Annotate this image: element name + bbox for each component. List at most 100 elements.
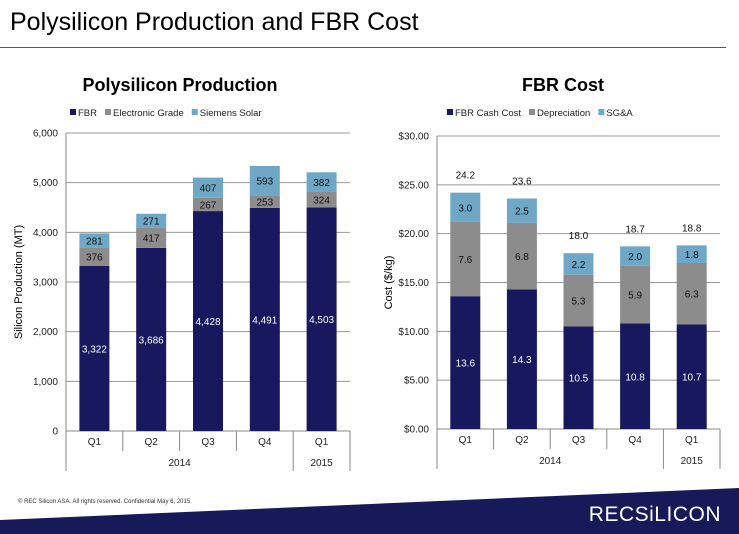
chart2-bar-fbr-cash-cost (506, 289, 537, 429)
chart2-xtick-label: Q3 (572, 435, 586, 446)
chart2-data-label: 10.7 (682, 373, 702, 384)
chart1-bar-electronic-grade (306, 191, 337, 208)
chart2-legend-label: FBR Cash Cost (455, 108, 521, 119)
chart2-ytick-label: $20.00 (398, 229, 429, 240)
chart1-ytick-label: 6,000 (33, 129, 58, 140)
chart1-data-label: 271 (143, 216, 160, 227)
chart1-ytick-label: 3,000 (33, 278, 58, 289)
chart2-data-label: 2.2 (572, 260, 586, 271)
chart2-bar-sg-a (563, 253, 594, 275)
chart1-data-label: 4,491 (252, 315, 277, 326)
chart1-data-label: 3,686 (139, 335, 164, 346)
chart2-bar-sg-a (620, 246, 651, 266)
chart1-ytick-label: 0 (52, 427, 58, 438)
chart1-legend-label: Electronic Grade (113, 108, 184, 119)
chart2-data-label: 5.9 (628, 291, 642, 302)
chart2-data-label: 10.8 (625, 372, 645, 383)
chart2-y-axis-label: Cost ($/kg) (383, 256, 395, 310)
chart2-bar-fbr-cash-cost (450, 296, 481, 429)
chart1-ytick-label: 4,000 (33, 228, 58, 239)
chart1-bar-fbr (193, 211, 223, 431)
chart2-legend-label: SG&A (606, 108, 633, 119)
chart1-xtick-label: Q1 (88, 437, 102, 448)
chart2-bar-fbr-cash-cost (563, 326, 594, 429)
chart2-legend-swatch (529, 109, 535, 115)
chart1-data-label: 253 (256, 198, 273, 209)
chart1-y-axis-label: Silicon Production (MT) (13, 225, 25, 339)
rec-silicon-logo: RECSiLICON (588, 503, 721, 526)
chart2-ytick-label: $25.00 (398, 180, 429, 191)
chart1-xtick-label: Q2 (145, 437, 159, 448)
chart2-data-label: 10.5 (569, 374, 589, 385)
chart2-legend-label: Depreciation (537, 108, 590, 119)
chart1-legend-swatch (70, 109, 76, 115)
chart2-group-label: 2014 (539, 456, 562, 467)
chart1-data-label: 382 (313, 178, 330, 189)
chart1-group-label: 2015 (310, 458, 333, 469)
chart1-bar-siemens-solar (249, 165, 280, 196)
chart2-bar-fbr-cash-cost (676, 324, 707, 429)
chart2-ytick-label: $5.00 (404, 376, 429, 387)
chart1-legend-swatch (105, 109, 111, 115)
chart1-data-label: 376 (86, 253, 103, 264)
chart2-data-label: 7.6 (458, 255, 472, 266)
chart2-ytick-label: $30.00 (398, 132, 429, 143)
title-divider (0, 47, 726, 48)
chart2-bar-sg-a (506, 198, 537, 223)
chart2-xtick-label: Q1 (685, 435, 699, 446)
chart2-data-label: 6.8 (515, 252, 529, 263)
chart2-total-label: 18.0 (569, 231, 589, 242)
chart1-legend-label: Siemens Solar (200, 108, 262, 119)
chart1-legend-swatch (191, 109, 198, 115)
footer-copyright: © REC Silicon ASA. All rights reserved. … (18, 499, 191, 505)
chart2-xtick-label: Q1 (459, 435, 473, 446)
chart2-bar-sg-a (450, 192, 481, 222)
chart1-data-label: 417 (143, 234, 160, 245)
chart2-xtick-label: Q2 (515, 435, 529, 446)
chart2-data-label: 2.5 (515, 207, 529, 218)
chart1-bar-electronic-grade (79, 247, 110, 267)
chart2-bar-sg-a (676, 245, 707, 263)
chart1-bar-electronic-grade (249, 195, 280, 208)
chart2-bar-depreciation (676, 262, 707, 325)
chart2-total-label: 23.6 (512, 177, 532, 188)
chart2-data-label: 5.3 (572, 297, 586, 308)
chart2-data-label: 3.0 (458, 203, 472, 214)
chart1-data-label: 3,322 (82, 345, 107, 356)
chart2-legend-swatch (598, 109, 605, 115)
chart2-ytick-label: $10.00 (398, 327, 429, 338)
chart2-data-label: 1.8 (685, 250, 699, 261)
chart1-bar-fbr (79, 266, 110, 431)
chart1-bar-siemens-solar (79, 233, 110, 248)
chart1-ytick-label: 1,000 (33, 377, 58, 388)
chart1-ytick-label: 5,000 (33, 178, 58, 189)
chart1-data-label: 324 (313, 195, 330, 206)
chart2-ytick-label: $0.00 (404, 425, 429, 436)
chart1-xtick-label: Q1 (315, 437, 329, 448)
chart1-bar-electronic-grade (193, 197, 223, 212)
chart1-bar-siemens-solar (193, 177, 223, 198)
chart1-title: Polysilicon Production (82, 75, 277, 95)
chart1-bar-fbr (306, 207, 337, 431)
chart2-total-label: 18.7 (625, 224, 645, 235)
chart2-data-label: 6.3 (685, 290, 699, 301)
chart1-legend-label: FBR (78, 108, 97, 119)
chart2-xtick-label: Q4 (628, 435, 642, 446)
chart2-bar-depreciation (620, 265, 651, 324)
chart2-ytick-label: $15.00 (398, 278, 429, 289)
chart1-bar-electronic-grade (136, 227, 167, 248)
chart1-bar-siemens-solar (306, 172, 337, 192)
chart2-data-label: 2.0 (628, 252, 642, 263)
chart1-xtick-label: Q4 (258, 437, 272, 448)
chart1-ytick-label: 2,000 (33, 327, 58, 338)
chart2-bar-fbr-cash-cost (620, 323, 651, 429)
chart2-data-label: 14.3 (512, 355, 532, 366)
chart1-bar-fbr (136, 247, 167, 431)
chart1-data-label: 407 (200, 184, 217, 195)
chart1-bar-fbr (249, 207, 280, 431)
chart1-data-label: 4,428 (195, 317, 220, 328)
chart1-data-label: 281 (86, 236, 103, 247)
chart1-data-label: 267 (200, 200, 217, 211)
chart2-legend-swatch (447, 109, 453, 115)
